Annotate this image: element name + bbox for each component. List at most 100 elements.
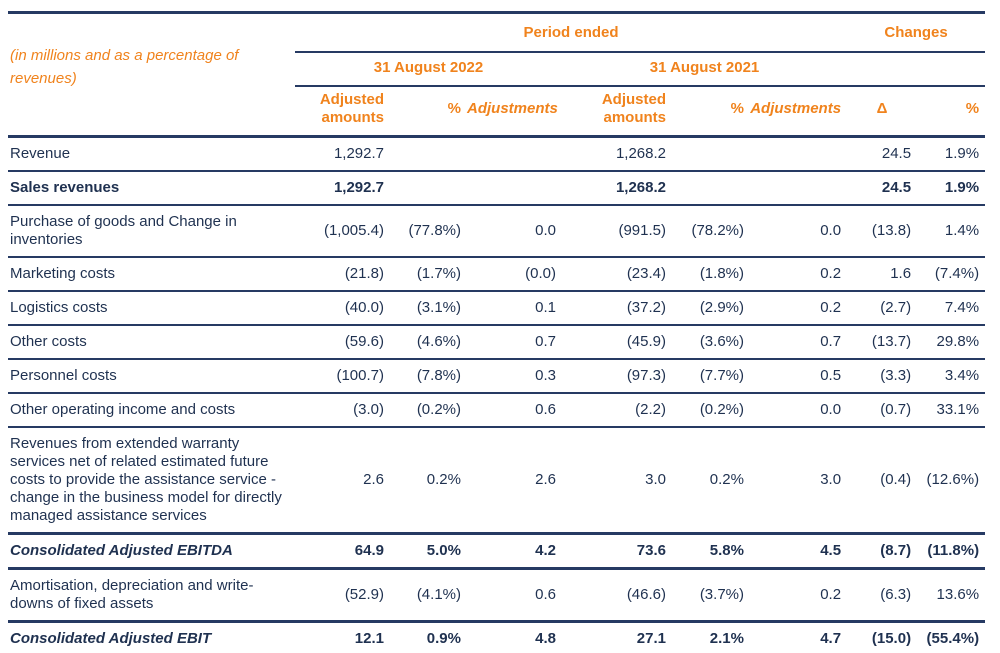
cell-value: (13.8) [847, 205, 918, 258]
cell-value: 0.1 [467, 291, 562, 326]
cell-value: 13.6% [917, 568, 986, 623]
cell-value: 1,268.2 [562, 136, 672, 172]
cell-value [467, 171, 562, 206]
cell-value: (23.4) [562, 257, 672, 292]
cell-value: (55.4%) [917, 621, 986, 653]
cell-value: (40.0) [295, 291, 390, 326]
cell-value: 27.1 [562, 621, 672, 653]
cell-value: (97.3) [562, 359, 672, 394]
cell-value: 3.0 [562, 427, 672, 535]
group-header-changes: Changes [847, 12, 986, 53]
cell-value: 0.2 [750, 291, 848, 326]
cell-value: (7.7%) [672, 359, 750, 394]
cell-value [467, 136, 562, 172]
cell-value: (3.1%) [390, 291, 467, 326]
row-label: Other costs [8, 325, 295, 360]
cell-value: 1.9% [917, 171, 986, 206]
cell-value: (15.0) [847, 621, 918, 653]
cell-value: (21.8) [295, 257, 390, 292]
cell-value: 0.9% [390, 621, 467, 653]
period-header-2021: 31 August 2021 [562, 52, 848, 87]
cell-value: (8.7) [847, 533, 918, 570]
cell-value: 0.2 [750, 568, 848, 623]
table-row-marketing-costs: Marketing costs (21.8) (1.7%) (0.0) (23.… [8, 257, 986, 292]
cell-value: 2.6 [467, 427, 562, 535]
row-label: Personnel costs [8, 359, 295, 394]
adjusted-results-table: (in millions and as a percentage of reve… [8, 11, 986, 653]
cell-value: 4.8 [467, 621, 562, 653]
cell-value [672, 136, 750, 172]
cell-value: 2.6 [295, 427, 390, 535]
cell-value [390, 171, 467, 206]
cell-value: (2.7) [847, 291, 918, 326]
cell-value: 5.0% [390, 533, 467, 570]
cell-value: 0.2% [390, 427, 467, 535]
table-row-other-operating-income: Other operating income and costs (3.0) (… [8, 393, 986, 428]
period-header-2022: 31 August 2022 [295, 52, 562, 87]
cell-value: 0.7 [467, 325, 562, 360]
row-label: Sales revenues [8, 171, 295, 206]
cell-value: 24.5 [847, 171, 918, 206]
table-caption: (in millions and as a percentage of reve… [8, 12, 295, 138]
col-header-changes-percent: % [917, 86, 986, 138]
cell-value: (1.7%) [390, 257, 467, 292]
cell-value: 0.0 [467, 205, 562, 258]
cell-value: 0.2% [672, 427, 750, 535]
cell-value [672, 171, 750, 206]
cell-value: 0.0 [750, 205, 848, 258]
cell-value: 1,268.2 [562, 171, 672, 206]
row-label: Consolidated Adjusted EBIT [8, 621, 295, 653]
row-label: Consolidated Adjusted EBITDA [8, 533, 295, 570]
cell-value: (0.0) [467, 257, 562, 292]
cell-value: 12.1 [295, 621, 390, 653]
table-row-consolidated-adjusted-ebitda: Consolidated Adjusted EBITDA 64.9 5.0% 4… [8, 533, 986, 570]
cell-value: 3.4% [917, 359, 986, 394]
cell-value: 1,292.7 [295, 171, 390, 206]
cell-value: (0.2%) [390, 393, 467, 428]
cell-value: 24.5 [847, 136, 918, 172]
group-header-row: (in millions and as a percentage of reve… [8, 12, 986, 138]
col-header-adjusted-amounts-2021: Adjusted amounts [562, 86, 672, 138]
cell-value: (0.7) [847, 393, 918, 428]
table-row-consolidated-adjusted-ebit: Consolidated Adjusted EBIT 12.1 0.9% 4.8… [8, 621, 986, 653]
cell-value: 0.0 [750, 393, 848, 428]
cell-value: (6.3) [847, 568, 918, 623]
row-label: Marketing costs [8, 257, 295, 292]
cell-value: 4.5 [750, 533, 848, 570]
cell-value: 7.4% [917, 291, 986, 326]
col-header-adjusted-amounts-2022: Adjusted amounts [295, 86, 390, 138]
cell-value: 1,292.7 [295, 136, 390, 172]
table-row-logistics-costs: Logistics costs (40.0) (3.1%) 0.1 (37.2)… [8, 291, 986, 326]
cell-value: 2.1% [672, 621, 750, 653]
cell-value: (1,005.4) [295, 205, 390, 258]
cell-value: (3.6%) [672, 325, 750, 360]
cell-value: (3.7%) [672, 568, 750, 623]
table-row-amortisation-depreciation: Amortisation, depreciation and write-dow… [8, 568, 986, 623]
row-label: Logistics costs [8, 291, 295, 326]
table-row-purchase-of-goods: Purchase of goods and Change in inventor… [8, 205, 986, 258]
cell-value: 1.4% [917, 205, 986, 258]
cell-value: (37.2) [562, 291, 672, 326]
row-label: Other operating income and costs [8, 393, 295, 428]
cell-value: (0.2%) [672, 393, 750, 428]
cell-value: (46.6) [562, 568, 672, 623]
cell-value: (78.2%) [672, 205, 750, 258]
cell-value: 1.9% [917, 136, 986, 172]
col-header-adjustments-2021: Adjustments [750, 86, 848, 138]
period-header-row: 31 August 2022 31 August 2021 [8, 52, 986, 87]
cell-value: 64.9 [295, 533, 390, 570]
cell-value: (45.9) [562, 325, 672, 360]
cell-value: 0.5 [750, 359, 848, 394]
cell-value: 0.6 [467, 568, 562, 623]
changes-header-spacer [847, 52, 986, 87]
cell-value: 3.0 [750, 427, 848, 535]
col-header-percent-2022: % [390, 86, 467, 138]
cell-value: (3.0) [295, 393, 390, 428]
column-header-row: Adjusted amounts % Adjustments Adjusted … [8, 86, 986, 138]
row-label: Revenues from extended warranty services… [8, 427, 295, 535]
row-label: Revenue [8, 136, 295, 172]
row-label: Amortisation, depreciation and write-dow… [8, 568, 295, 623]
col-header-adjustments-2022: Adjustments [467, 86, 562, 138]
cell-value: (4.6%) [390, 325, 467, 360]
